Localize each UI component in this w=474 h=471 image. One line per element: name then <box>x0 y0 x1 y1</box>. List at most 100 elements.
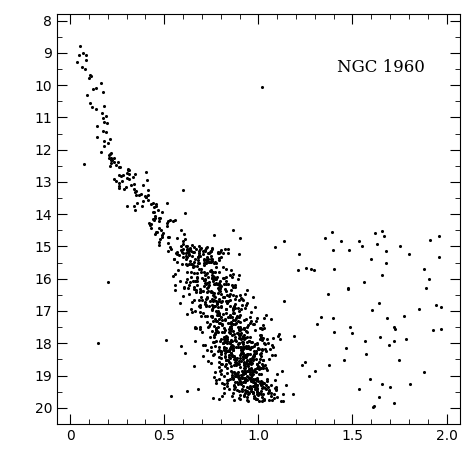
Point <box>370 403 377 410</box>
Point <box>236 394 243 402</box>
Point <box>191 308 199 315</box>
Point <box>294 267 301 274</box>
Point <box>258 83 266 90</box>
Point <box>222 280 229 288</box>
Point <box>206 267 214 275</box>
Point <box>186 245 193 252</box>
Point <box>307 265 314 273</box>
Point <box>235 361 243 368</box>
Point <box>246 358 254 365</box>
Point <box>182 243 190 250</box>
Point <box>246 382 254 390</box>
Point <box>250 352 258 360</box>
Point <box>239 349 246 357</box>
Point <box>79 63 86 71</box>
Point <box>228 313 236 321</box>
Point <box>240 359 248 366</box>
Point <box>200 255 208 263</box>
Point <box>200 282 208 290</box>
Point <box>246 368 254 376</box>
Point <box>176 277 184 284</box>
Point <box>222 297 230 304</box>
Point <box>189 260 196 268</box>
Point <box>235 339 243 346</box>
Point <box>183 275 191 283</box>
Point <box>221 285 229 293</box>
Point <box>268 341 275 349</box>
Point <box>253 340 261 347</box>
Point <box>226 311 233 318</box>
Point <box>249 353 256 361</box>
Point <box>142 194 149 201</box>
Point <box>247 309 255 316</box>
Point <box>213 317 221 325</box>
Point <box>259 334 266 341</box>
Point <box>218 317 226 324</box>
Point <box>252 376 260 384</box>
Point <box>164 247 172 254</box>
Point <box>236 354 244 362</box>
Point <box>437 325 445 333</box>
Point <box>163 219 170 227</box>
Point <box>219 310 227 317</box>
Point <box>226 344 234 352</box>
Point <box>242 327 250 334</box>
Point <box>266 346 274 353</box>
Point <box>233 338 240 345</box>
Point <box>239 334 246 341</box>
Point <box>184 246 191 253</box>
Point <box>420 369 428 376</box>
Point <box>173 235 181 242</box>
Point <box>246 333 254 341</box>
Point <box>203 312 211 320</box>
Point <box>187 273 194 280</box>
Point <box>204 288 211 296</box>
Point <box>239 370 246 377</box>
Point <box>100 138 108 145</box>
Point <box>155 206 162 213</box>
Point <box>196 252 203 259</box>
Point <box>222 345 229 352</box>
Point <box>107 135 114 142</box>
Point <box>262 385 270 393</box>
Point <box>254 344 261 352</box>
Point <box>153 228 161 236</box>
Point <box>224 298 231 305</box>
Point <box>150 216 157 224</box>
Point <box>195 243 203 250</box>
Point <box>360 278 368 285</box>
Point <box>186 257 193 265</box>
Point <box>162 336 170 343</box>
Point <box>204 293 211 301</box>
Point <box>289 390 297 398</box>
Point <box>325 362 332 369</box>
Point <box>240 324 248 331</box>
Point <box>241 359 248 366</box>
Point <box>206 320 214 328</box>
Point <box>366 375 374 383</box>
Point <box>221 315 228 323</box>
Point <box>199 341 207 349</box>
Point <box>115 179 123 187</box>
Point <box>170 255 178 263</box>
Point <box>211 268 219 276</box>
Point <box>210 290 218 297</box>
Point <box>248 376 256 384</box>
Point <box>199 251 207 258</box>
Point <box>225 298 232 305</box>
Point <box>237 343 244 351</box>
Point <box>257 325 265 332</box>
Point <box>93 133 100 140</box>
Point <box>230 303 237 310</box>
Point <box>240 391 247 399</box>
Point <box>221 345 228 352</box>
Point <box>244 350 252 357</box>
Point <box>190 243 198 251</box>
Point <box>259 322 267 329</box>
Point <box>228 274 236 281</box>
Point <box>346 324 354 331</box>
Point <box>208 288 215 296</box>
Point <box>222 305 230 313</box>
Point <box>395 356 403 364</box>
Point <box>229 304 237 312</box>
